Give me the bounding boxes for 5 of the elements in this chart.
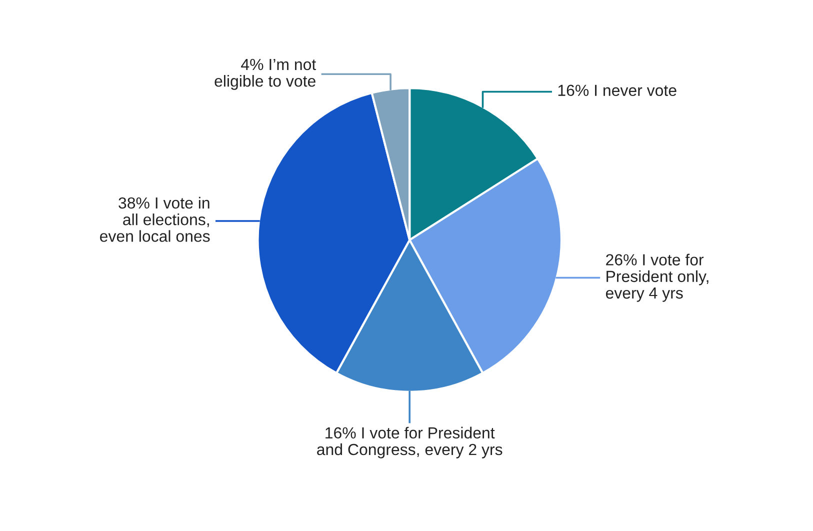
slice-label: 4% I’m not eligible to vote: [214, 58, 316, 90]
slice-label: 38% I vote in all elections, even local ones: [100, 196, 210, 242]
slice-label: 26% I vote for President only, every 4 yrs: [606, 254, 708, 302]
slice-label: 16% I never vote: [558, 84, 676, 96]
slice-label: 16% I vote for President and Congress, every 2 yrs: [317, 426, 502, 458]
